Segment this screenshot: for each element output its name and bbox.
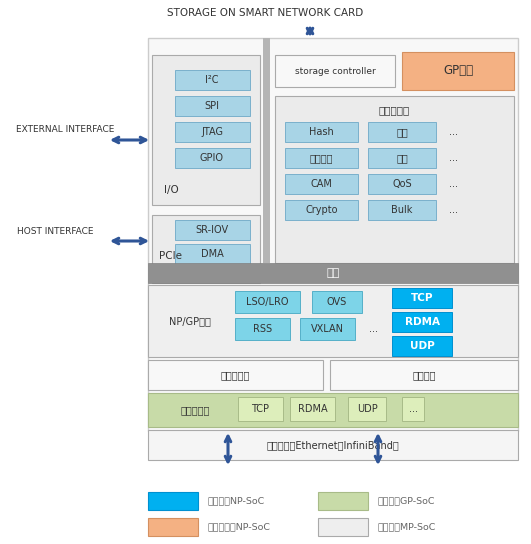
Text: OVS: OVS <box>327 297 347 307</box>
Bar <box>148 430 518 460</box>
Bar <box>175 122 250 142</box>
Text: ...: ... <box>408 404 417 414</box>
Text: 原子操作: 原子操作 <box>310 153 333 163</box>
Bar <box>238 397 283 421</box>
Text: storage controller: storage controller <box>295 66 375 76</box>
Text: Crypto: Crypto <box>305 205 338 215</box>
Bar <box>175 70 250 90</box>
Bar <box>285 200 358 220</box>
Bar <box>148 285 518 357</box>
Text: ...: ... <box>450 127 458 137</box>
Text: RDMA: RDMA <box>405 317 440 327</box>
Bar <box>152 55 260 205</box>
Bar <box>152 215 260 283</box>
Text: 均存在于MP-SoC: 均存在于MP-SoC <box>378 522 436 531</box>
Text: Bulk: Bulk <box>391 205 413 215</box>
Bar <box>285 122 358 142</box>
Text: 互联: 互联 <box>327 268 340 278</box>
Text: 可能存在于NP-SoC: 可能存在于NP-SoC <box>208 522 271 531</box>
Bar <box>392 312 452 332</box>
Text: CAM: CAM <box>311 179 332 189</box>
Text: 网络控制器: 网络控制器 <box>181 405 210 415</box>
Text: DMA: DMA <box>201 249 224 259</box>
Text: ...: ... <box>450 153 458 163</box>
Bar <box>148 393 518 427</box>
Bar <box>148 263 518 283</box>
Text: 统计: 统计 <box>396 127 408 137</box>
Bar <box>368 148 436 168</box>
Bar <box>330 360 518 390</box>
Bar <box>263 38 270 263</box>
Text: SPI: SPI <box>204 101 219 111</box>
Text: NP/GP多核: NP/GP多核 <box>169 316 211 326</box>
Text: VXLAN: VXLAN <box>311 324 344 334</box>
Text: SR-IOV: SR-IOV <box>195 225 228 235</box>
Text: GPIO: GPIO <box>200 153 224 163</box>
Bar <box>285 174 358 194</box>
Text: ...: ... <box>370 324 379 334</box>
Bar <box>368 174 436 194</box>
Text: I²C: I²C <box>205 75 219 85</box>
Text: 仅存在于GP-SoC: 仅存在于GP-SoC <box>378 497 435 505</box>
Text: ...: ... <box>450 179 458 189</box>
Text: 流量管理: 流量管理 <box>412 370 436 380</box>
Bar <box>175 96 250 116</box>
Bar <box>235 318 290 340</box>
Bar <box>392 336 452 356</box>
Text: EXTERNAL INTERFACE: EXTERNAL INTERFACE <box>16 126 114 134</box>
Text: GP多核: GP多核 <box>443 65 473 77</box>
Bar <box>175 244 250 264</box>
Text: 仅存在于NP-SoC: 仅存在于NP-SoC <box>208 497 266 505</box>
Text: PCIe: PCIe <box>159 251 183 261</box>
Bar <box>290 397 335 421</box>
Bar <box>175 220 250 240</box>
Text: 查询: 查询 <box>396 153 408 163</box>
Bar <box>148 492 198 510</box>
Bar <box>318 492 368 510</box>
Text: 网络接口（Ethernet、InfiniBand）: 网络接口（Ethernet、InfiniBand） <box>267 440 399 450</box>
Bar <box>318 518 368 536</box>
Text: 数据包修改: 数据包修改 <box>220 370 250 380</box>
Bar <box>300 318 355 340</box>
Bar <box>402 397 424 421</box>
Bar <box>392 288 452 308</box>
Text: ...: ... <box>450 205 458 215</box>
Text: TCP: TCP <box>252 404 270 414</box>
Bar <box>368 200 436 220</box>
Bar <box>285 148 358 168</box>
Bar <box>148 518 198 536</box>
Text: RDMA: RDMA <box>298 404 327 414</box>
Text: STORAGE ON SMART NETWORK CARD: STORAGE ON SMART NETWORK CARD <box>167 8 363 18</box>
Bar <box>175 148 250 168</box>
Text: JTAG: JTAG <box>201 127 223 137</box>
Bar <box>368 122 436 142</box>
Text: 功能加速器: 功能加速器 <box>379 105 409 115</box>
Text: HOST INTERFACE: HOST INTERFACE <box>17 227 93 237</box>
Bar <box>348 397 386 421</box>
Text: RSS: RSS <box>253 324 272 334</box>
Bar <box>275 96 514 263</box>
Bar <box>275 55 395 87</box>
Text: UDP: UDP <box>357 404 378 414</box>
Text: Hash: Hash <box>309 127 334 137</box>
Bar <box>312 291 362 313</box>
Bar <box>148 38 518 431</box>
Text: TCP: TCP <box>411 293 433 303</box>
Bar <box>148 360 323 390</box>
Bar <box>402 52 514 90</box>
Text: I/O: I/O <box>164 185 178 195</box>
Text: UDP: UDP <box>409 341 434 351</box>
Text: LSO/LRO: LSO/LRO <box>246 297 289 307</box>
Bar <box>235 291 300 313</box>
Text: QoS: QoS <box>392 179 412 189</box>
